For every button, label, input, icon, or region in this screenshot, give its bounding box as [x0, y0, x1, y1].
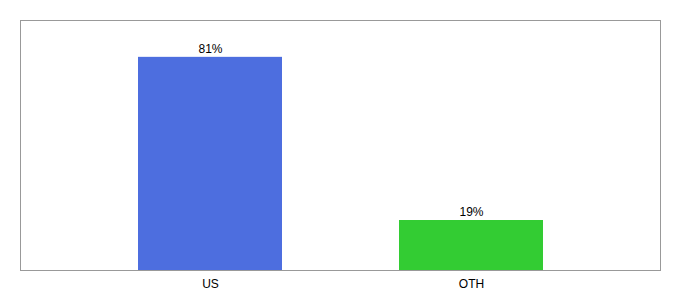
svg-text:81%: 81% — [198, 42, 222, 56]
svg-text:19%: 19% — [459, 205, 483, 219]
svg-text:US: US — [202, 277, 219, 291]
svg-text:OTH: OTH — [459, 277, 484, 291]
